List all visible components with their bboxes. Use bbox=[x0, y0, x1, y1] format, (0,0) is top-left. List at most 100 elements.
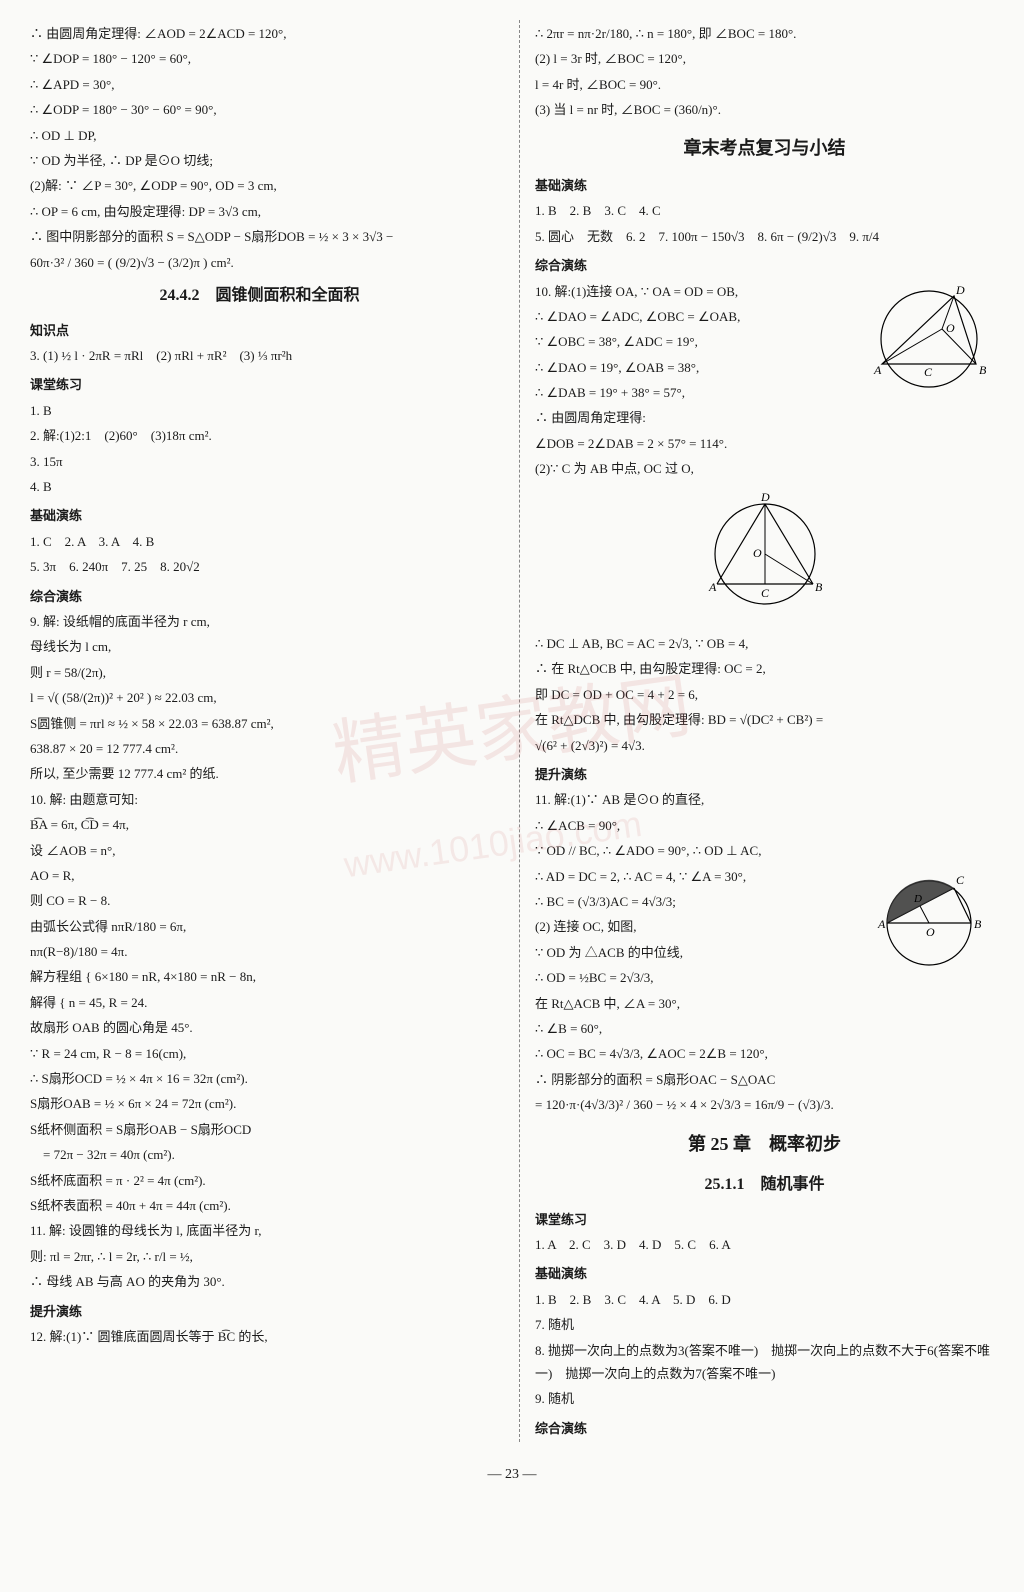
svg-text:B: B bbox=[815, 580, 823, 594]
text-line: AO = R, bbox=[30, 864, 489, 887]
text-line: 1. B 2. B 3. C 4. A 5. D 6. D bbox=[535, 1288, 994, 1311]
label-D: D bbox=[955, 284, 965, 297]
text-line: ∴ 阴影部分的面积 = S扇形OAC − S△OAC bbox=[535, 1068, 994, 1091]
text-line: = 72π − 32π = 40π (cm²). bbox=[30, 1143, 489, 1166]
geometry-diagram-1: A B C D O bbox=[864, 284, 994, 394]
text-line: B͡A = 6π, C͡D = 4π, bbox=[30, 813, 489, 836]
text-line: ∴ OC = BC = 4√3/3, ∠AOC = 2∠B = 120°, bbox=[535, 1042, 994, 1065]
text-line: 5. 3π 6. 240π 7. 25 8. 20√2 bbox=[30, 555, 489, 578]
text-line: S纸杯侧面积 = S扇形OAB − S扇形OCD bbox=[30, 1118, 489, 1141]
text-line: 即 DC = OD + OC = 4 + 2 = 6, bbox=[535, 683, 994, 706]
text-line: S圆锥侧 = πrl ≈ ½ × 58 × 22.03 = 638.87 cm²… bbox=[30, 712, 489, 735]
text-line: ∴ DC ⊥ AB, BC = AC = 2√3, ∵ OB = 4, bbox=[535, 632, 994, 655]
geometry-diagram-3: A B C D O bbox=[864, 868, 994, 968]
text-line: 60π·3² / 360 = ( (9/2)√3 − (3/2)π ) cm². bbox=[30, 251, 489, 274]
label-O: O bbox=[946, 321, 955, 335]
text-line: (2) l = 3r 时, ∠BOC = 120°, bbox=[535, 47, 994, 70]
text-line: ∴ OP = 6 cm, 由勾股定理得: DP = 3√3 cm, bbox=[30, 200, 489, 223]
text-line: 1. A 2. C 3. D 4. D 5. C 6. A bbox=[535, 1233, 994, 1256]
text-line: ∴ ∠APD = 30°, bbox=[30, 73, 489, 96]
text-line: ∵ R = 24 cm, R − 8 = 16(cm), bbox=[30, 1042, 489, 1065]
text-line: ∴ 在 Rt△OCB 中, 由勾股定理得: OC = 2, bbox=[535, 657, 994, 680]
svg-text:A: A bbox=[877, 917, 886, 931]
text-line: 所以, 至少需要 12 777.4 cm² 的纸. bbox=[30, 762, 489, 785]
text-line: ∴ ∠B = 60°, bbox=[535, 1017, 994, 1040]
label-B: B bbox=[979, 363, 987, 377]
heading-tsyl: 提升演练 bbox=[30, 1300, 489, 1323]
section-2511-title: 25.1.1 随机事件 bbox=[535, 1171, 994, 1200]
text-line: 4. B bbox=[30, 475, 489, 498]
heading-jcyl3: 基础演练 bbox=[535, 1262, 994, 1285]
label-A: A bbox=[873, 363, 882, 377]
text-line: S纸杯底面积 = π · 2² = 4π (cm²). bbox=[30, 1169, 489, 1192]
text-line: 设 ∠AOB = n°, bbox=[30, 839, 489, 862]
text-line: 8. 抛掷一次向上的点数为3(答案不唯一) 抛掷一次向上的点数不大于6(答案不唯… bbox=[535, 1339, 994, 1386]
text-line: 11. 解: 设圆锥的母线长为 l, 底面半径为 r, bbox=[30, 1219, 489, 1242]
text-line: ∴ 由圆周角定理得: bbox=[535, 406, 994, 429]
text-line: ∵ OD // BC, ∴ ∠ADO = 90°, ∴ OD ⊥ AC, bbox=[535, 839, 994, 862]
text-line: 解得 { n = 45, R = 24. bbox=[30, 991, 489, 1014]
text-line: ∵ OD 为半径, ∴ DP 是⊙O 切线; bbox=[30, 149, 489, 172]
svg-text:B: B bbox=[974, 917, 982, 931]
text-line: ∴ 图中阴影部分的面积 S = S△ODP − S扇形DOB = ½ × 3 ×… bbox=[30, 225, 489, 248]
svg-text:C: C bbox=[761, 586, 770, 600]
heading-zhyl2: 综合演练 bbox=[535, 254, 994, 277]
text-line: 在 Rt△DCB 中, 由勾股定理得: BD = √(DC² + CB²) = bbox=[535, 708, 994, 731]
text-line: ∴ 2πr = nπ·2r/180, ∴ n = 180°, 即 ∠BOC = … bbox=[535, 22, 994, 45]
text-line: ∴ OD ⊥ DP, bbox=[30, 124, 489, 147]
heading-tsyl2: 提升演练 bbox=[535, 763, 994, 786]
left-column: ∴ 由圆周角定理得: ∠AOD = 2∠ACD = 120°, ∵ ∠DOP =… bbox=[30, 20, 489, 1442]
text-line: l = 4r 时, ∠BOC = 90°. bbox=[535, 73, 994, 96]
text-line: 则 CO = R − 8. bbox=[30, 889, 489, 912]
text-line: 由弧长公式得 nπR/180 = 6π, bbox=[30, 915, 489, 938]
text-line: 则 r = 58/(2π), bbox=[30, 661, 489, 684]
text-line: 1. B bbox=[30, 399, 489, 422]
text-line: (2)解: ∵ ∠P = 30°, ∠ODP = 90°, OD = 3 cm, bbox=[30, 174, 489, 197]
chapter-end-title: 章末考点复习与小结 bbox=[535, 132, 994, 164]
page-number: — 23 — bbox=[30, 1462, 994, 1487]
geometry-diagram-2: A B C D O bbox=[535, 489, 994, 626]
page-columns: ∴ 由圆周角定理得: ∠AOD = 2∠ACD = 120°, ∵ ∠DOP =… bbox=[30, 20, 994, 1442]
text-line: 10. 解: 由题意可知: bbox=[30, 788, 489, 811]
svg-text:D: D bbox=[913, 893, 922, 905]
heading-jcyl2: 基础演练 bbox=[535, 174, 994, 197]
text-line: l = √( (58/(2π))² + 20² ) ≈ 22.03 cm, bbox=[30, 686, 489, 709]
text-line: ∵ ∠DOP = 180° − 120° = 60°, bbox=[30, 47, 489, 70]
text-line: 5. 圆心 无数 6. 2 7. 100π − 150√3 8. 6π − (9… bbox=[535, 225, 994, 248]
heading-zhyl: 综合演练 bbox=[30, 585, 489, 608]
heading-zhyl3: 综合演练 bbox=[535, 1417, 994, 1440]
chapter-25-title: 第 25 章 概率初步 bbox=[535, 1128, 994, 1160]
text-line: (2)∵ C 为 AB 中点, OC 过 O, bbox=[535, 457, 994, 480]
text-line: 11. 解:(1)∵ AB 是⊙O 的直径, bbox=[535, 788, 994, 811]
text-line: 在 Rt△ACB 中, ∠A = 30°, bbox=[535, 992, 994, 1015]
text-line: 则: πl = 2πr, ∴ l = 2r, ∴ r/l = ½, bbox=[30, 1245, 489, 1268]
text-line: = 120·π·(4√3/3)² / 360 − ½ × 4 × 2√3/3 =… bbox=[535, 1093, 994, 1116]
text-line: 12. 解:(1)∵ 圆锥底面圆周长等于 B͡C 的长, bbox=[30, 1325, 489, 1348]
text-line: ∴ ∠ODP = 180° − 30° − 60° = 90°, bbox=[30, 98, 489, 121]
text-line: 9. 随机 bbox=[535, 1387, 994, 1410]
text-line: ∴ 母线 AB 与高 AO 的夹角为 30°. bbox=[30, 1270, 489, 1293]
text-line: ∴ ∠ACB = 90°, bbox=[535, 814, 994, 837]
svg-text:A: A bbox=[708, 580, 717, 594]
text-line: (3) 当 l = nr 时, ∠BOC = (360/n)°. bbox=[535, 98, 994, 121]
text-line: 故扇形 OAB 的圆心角是 45°. bbox=[30, 1016, 489, 1039]
text-line: 2. 解:(1)2:1 (2)60° (3)18π cm². bbox=[30, 424, 489, 447]
section-title-2442: 24.4.2 圆锥侧面积和全面积 bbox=[30, 282, 489, 311]
text-line: ∴ OD = ½BC = 2√3/3, bbox=[535, 966, 994, 989]
text-line: 1. B 2. B 3. C 4. C bbox=[535, 199, 994, 222]
heading-ktlx: 课堂练习 bbox=[30, 373, 489, 396]
svg-text:O: O bbox=[926, 925, 935, 939]
text-line: 7. 随机 bbox=[535, 1313, 994, 1336]
text-line: 母线长为 l cm, bbox=[30, 635, 489, 658]
svg-text:C: C bbox=[956, 873, 965, 887]
svg-text:D: D bbox=[760, 490, 770, 504]
text-line: √(6² + (2√3)²) = 4√3. bbox=[535, 734, 994, 757]
text-line: ∴ 由圆周角定理得: ∠AOD = 2∠ACD = 120°, bbox=[30, 22, 489, 45]
text-line: 9. 解: 设纸帽的底面半径为 r cm, bbox=[30, 610, 489, 633]
text-line: 解方程组 { 6×180 = nR, 4×180 = nR − 8n, bbox=[30, 965, 489, 988]
heading-jcyl: 基础演练 bbox=[30, 504, 489, 527]
text-line: 3. (1) ½ l · 2πR = πRl (2) πRl + πR² (3)… bbox=[30, 344, 489, 367]
text-line: 638.87 × 20 = 12 777.4 cm². bbox=[30, 737, 489, 760]
heading-zsd: 知识点 bbox=[30, 319, 489, 342]
text-line: ∠DOB = 2∠DAB = 2 × 57° = 114°. bbox=[535, 432, 994, 455]
